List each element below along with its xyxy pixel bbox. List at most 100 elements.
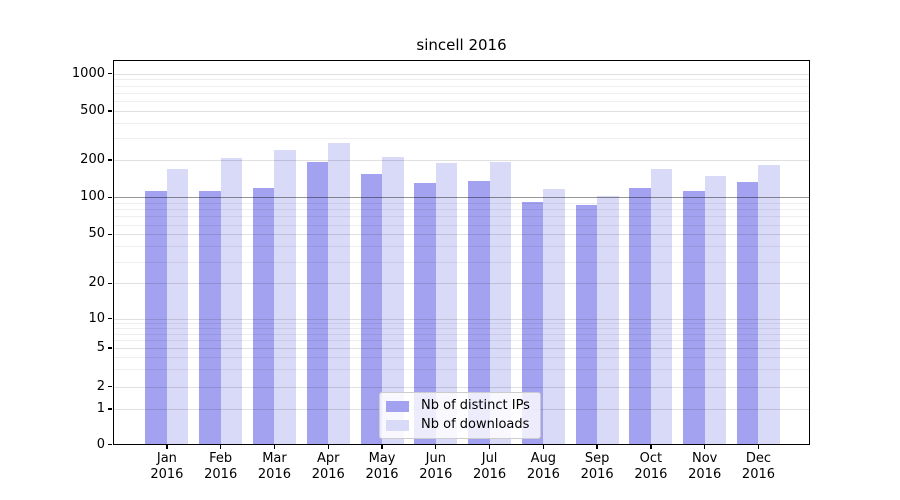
gridline-minor: [113, 333, 810, 335]
x-tick-label: May 2016: [365, 451, 399, 482]
gridline-major: [113, 318, 810, 320]
gridline-major: [113, 348, 810, 349]
bar-distinct-ips: [199, 190, 221, 445]
bar-downloads: [220, 158, 243, 445]
plot-area: [113, 60, 810, 445]
legend-item: Nb of distinct IPs: [386, 398, 530, 414]
gridline-minor: [113, 246, 810, 248]
x-tick-mark: [166, 445, 168, 449]
gridline-minor: [113, 209, 810, 211]
gridline-minor: [113, 340, 810, 342]
y-tick-mark: [107, 110, 112, 112]
bar-downloads: [704, 175, 727, 445]
x-tick-label: Apr 2016: [311, 451, 345, 482]
bar-downloads: [328, 142, 350, 445]
y-tick-mark: [107, 196, 112, 198]
reference-line-100: [113, 196, 810, 198]
gridline-minor: [113, 101, 810, 103]
legend-swatch-downloads: [386, 419, 409, 431]
x-tick-label: Jan 2016: [150, 451, 184, 482]
legend: Nb of distinct IPs Nb of downloads: [379, 392, 541, 439]
y-tick-label: 10: [88, 310, 105, 326]
bar-downloads: [758, 164, 780, 445]
bar-distinct-ips: [252, 187, 275, 445]
bar-distinct-ips: [736, 181, 759, 445]
gridline-minor: [113, 138, 810, 140]
x-tick-label: Sep 2016: [580, 451, 614, 482]
bar-downloads: [489, 162, 512, 445]
y-tick-mark: [107, 408, 112, 410]
y-tick-label: 200: [80, 152, 105, 168]
gridline-minor: [113, 224, 810, 226]
x-tick-label: Aug 2016: [526, 451, 560, 482]
bar-distinct-ips: [145, 191, 167, 445]
gridline-minor: [113, 85, 810, 87]
bar-distinct-ips: [360, 174, 383, 445]
gridline-minor: [113, 261, 810, 263]
x-tick-mark: [757, 445, 760, 449]
bar-downloads: [274, 150, 296, 445]
x-tick-label: Dec 2016: [741, 451, 776, 482]
bar-distinct-ips: [306, 162, 329, 445]
gridline-major: [113, 197, 810, 199]
y-tick-mark: [107, 347, 112, 349]
x-tick-mark: [327, 445, 329, 449]
gridline-minor: [113, 122, 810, 124]
legend-swatch-distinct-ips: [386, 400, 409, 412]
x-tick-mark: [596, 445, 598, 449]
y-tick-label: 500: [80, 102, 105, 118]
gridline-major: [113, 110, 810, 112]
gridline-major: [113, 160, 810, 162]
y-tick-mark: [107, 385, 112, 388]
bar-downloads: [543, 188, 565, 445]
y-tick-label: 50: [88, 226, 105, 242]
gridline-minor: [113, 327, 810, 329]
y-tick-label: 2: [96, 378, 105, 394]
x-tick-label: Jul 2016: [473, 451, 507, 482]
x-tick-label: Mar 2016: [257, 451, 291, 482]
x-tick-mark: [542, 445, 544, 449]
y-tick-mark: [107, 72, 112, 75]
bar-downloads: [597, 196, 619, 445]
bar-distinct-ips: [414, 182, 436, 445]
x-tick-mark: [650, 445, 652, 449]
gridline-major: [113, 283, 810, 285]
x-tick-mark: [704, 445, 706, 449]
bar-downloads: [435, 162, 458, 445]
x-tick-mark: [381, 445, 383, 449]
gridline-major: [113, 234, 810, 236]
y-tick-label: 1: [96, 401, 105, 416]
gridline-minor: [113, 369, 810, 371]
legend-item: Nb of downloads: [386, 417, 530, 433]
y-tick-label: 0: [96, 436, 105, 452]
y-tick-label: 100: [80, 189, 105, 205]
gridline-minor: [113, 216, 810, 218]
gridline-minor: [113, 92, 810, 94]
y-tick-label: 1000: [71, 65, 105, 81]
y-tick-mark: [107, 159, 112, 161]
bar-distinct-ips: [629, 187, 651, 445]
y-tick-label: 5: [96, 340, 105, 355]
x-tick-label: Nov 2016: [688, 451, 722, 482]
x-tick-mark: [273, 445, 276, 449]
gridline-minor: [113, 202, 810, 204]
chart-title: sincell 2016: [416, 36, 507, 54]
x-tick-label: Oct 2016: [634, 451, 668, 482]
bar-distinct-ips: [683, 190, 705, 445]
gridline-major: [113, 73, 810, 75]
gridline-minor: [113, 322, 810, 324]
bar-downloads: [382, 157, 404, 445]
y-tick-mark: [107, 233, 112, 236]
bar-distinct-ips: [575, 204, 598, 445]
gridline-minor: [113, 79, 810, 81]
x-tick-label: Jun 2016: [419, 451, 453, 482]
legend-label: Nb of downloads: [421, 417, 530, 432]
legend-label: Nb of distinct IPs: [421, 398, 530, 413]
gridline-major: [113, 386, 810, 388]
gridline-minor: [113, 357, 810, 359]
bar-distinct-ips: [468, 181, 490, 445]
y-tick-mark: [107, 282, 112, 285]
bar-downloads: [166, 168, 189, 445]
y-tick-mark: [107, 317, 112, 320]
